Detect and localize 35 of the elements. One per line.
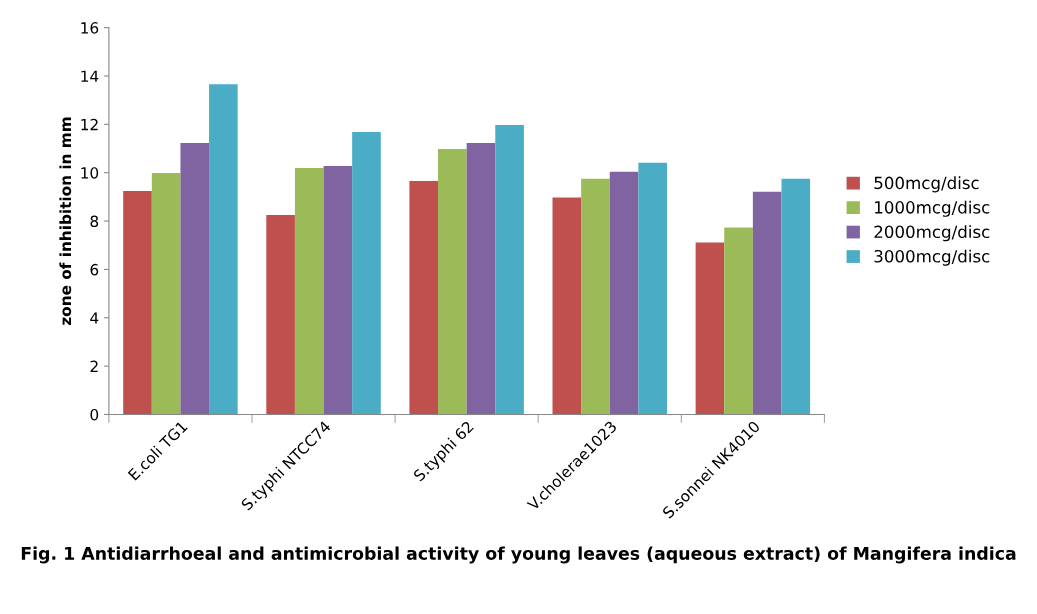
bar <box>466 142 496 415</box>
y-tick-label: 16 <box>81 22 99 34</box>
bar <box>409 180 439 415</box>
bar <box>266 215 295 415</box>
bar <box>151 172 181 415</box>
bar <box>695 242 725 415</box>
y-tick-label: 12 <box>81 118 98 131</box>
bar <box>495 125 524 415</box>
y-axis-title: zone of inhibition in mm <box>59 117 72 326</box>
y-tick-label: 8 <box>90 215 99 228</box>
legend-label: 3000mcg/disc <box>874 249 990 266</box>
bar <box>552 197 582 415</box>
bar <box>609 171 639 415</box>
bar <box>123 191 152 415</box>
bar <box>638 162 667 415</box>
legend-label: 1000mcg/disc <box>875 200 990 217</box>
legend-label: 2000mcg/disc <box>874 225 990 242</box>
y-tick-label: 2 <box>90 360 98 372</box>
y-tick-label: 0 <box>90 408 99 421</box>
y-tick-label: 14 <box>81 70 99 82</box>
y-tick-label: 10 <box>81 167 99 179</box>
legend-label: 500mcg/disc <box>874 176 979 193</box>
bar <box>294 168 324 415</box>
y-tick-label: 6 <box>90 263 99 276</box>
bar <box>581 178 610 415</box>
bar <box>352 132 381 415</box>
y-tick-label: 4 <box>90 312 99 324</box>
bar <box>752 191 782 415</box>
bar <box>180 142 210 415</box>
bar <box>724 227 753 415</box>
bar <box>209 84 238 415</box>
bar <box>323 165 353 415</box>
bar <box>438 148 467 415</box>
text: Fig. 1 Antidiarrhoeal and antimicrobial activity of young leaves (aqueous extract) of Mangifera indica <box>21 546 1016 564</box>
bar <box>781 178 811 415</box>
